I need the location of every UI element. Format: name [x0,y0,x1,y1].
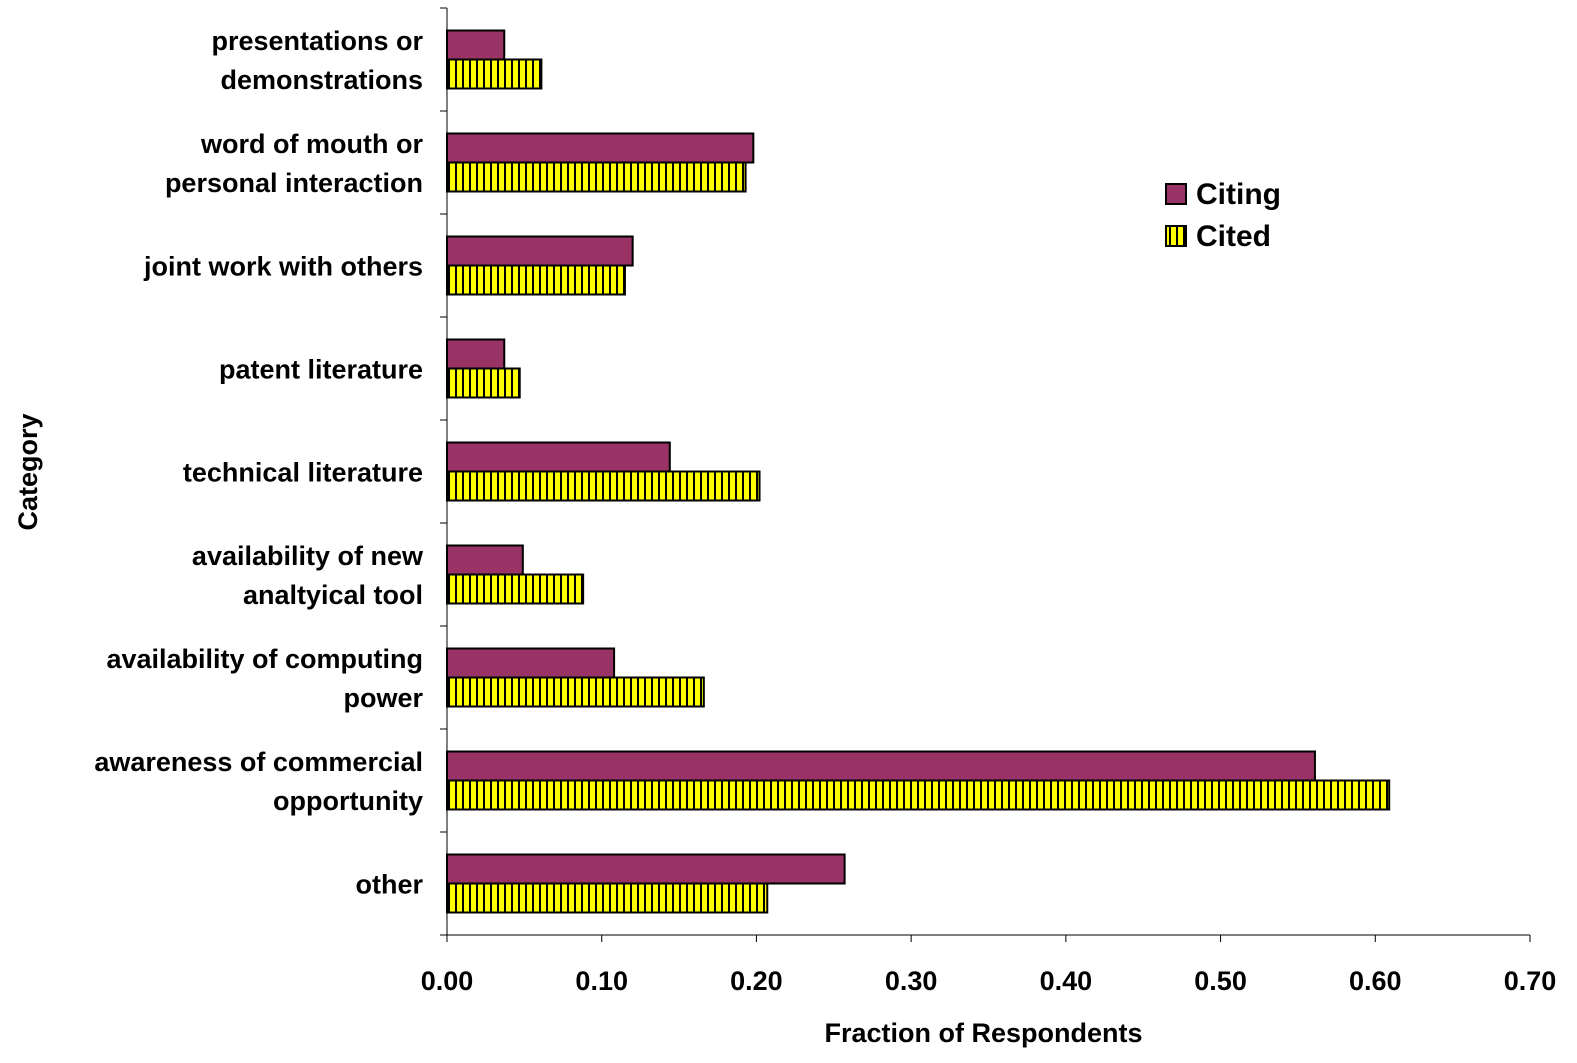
y-axis-title: Category [13,413,43,530]
bar-citing-8 [446,853,846,885]
bar-cited-4 [446,470,761,502]
category-label: availability of computing [106,644,423,674]
legend-label-citing: Citing [1196,178,1281,211]
category-label: joint work with others [143,252,423,282]
bar-cited-5 [446,573,585,605]
bar-cited-0 [446,58,543,90]
x-tick-label: 0.10 [575,966,628,996]
x-tick-label: 0.60 [1349,966,1402,996]
bar-cited-8 [446,882,769,914]
category-label: technical literature [183,458,423,488]
x-tick-label: 0.50 [1194,966,1247,996]
category-label: availability of new [192,541,424,571]
bar-citing-2 [446,235,634,267]
category-label: opportunity [273,786,423,816]
bar-cited-6 [446,676,705,708]
category-label: personal interaction [165,168,423,198]
legend-swatch-cited [1165,225,1187,247]
category-label: word of mouth or [200,129,423,159]
category-label: demonstrations [220,65,423,95]
bar-cited-2 [446,264,626,296]
x-tick-label: 0.40 [1040,966,1093,996]
legend-label-cited: Cited [1196,220,1271,253]
bar-citing-0 [446,29,506,61]
category-label: analtyical tool [243,580,423,610]
bar-cited-1 [446,161,747,193]
bar-cited-3 [446,367,521,399]
bar-citing-5 [446,544,524,576]
bar-cited-7 [446,779,1391,811]
category-label: power [343,683,423,713]
bar-citing-7 [446,750,1316,782]
category-label: patent literature [219,355,423,385]
x-tick-label: 0.30 [885,966,938,996]
bar-citing-3 [446,338,506,370]
category-label: presentations or [211,26,423,56]
bar-citing-6 [446,647,616,679]
legend: Citing Cited [1165,178,1281,253]
category-label: awareness of commercial [94,747,423,777]
bar-citing-4 [446,441,671,473]
bar-citing-1 [446,132,755,164]
x-tick-label: 0.70 [1504,966,1557,996]
x-tick-label: 0.20 [730,966,783,996]
x-axis-title: Fraction of Respondents [824,1018,1142,1048]
category-label: other [356,870,424,900]
legend-swatch-citing [1165,183,1187,205]
x-tick-label: 0.00 [421,966,474,996]
